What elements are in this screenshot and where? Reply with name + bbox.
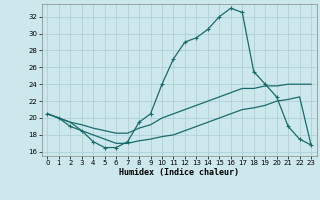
X-axis label: Humidex (Indice chaleur): Humidex (Indice chaleur): [119, 168, 239, 177]
